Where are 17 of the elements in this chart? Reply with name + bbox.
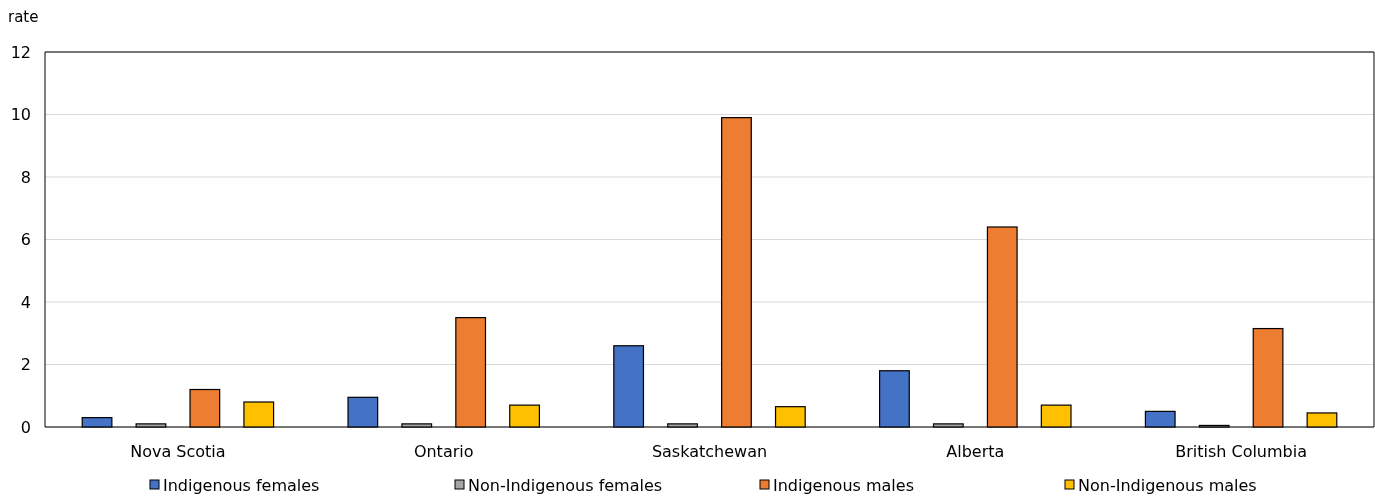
y-tick-label: 0	[20, 417, 31, 437]
y-tick-label: 8	[20, 167, 31, 187]
x-tick-label: British Columbia	[1175, 442, 1308, 461]
x-tick-label: Nova Scotia	[130, 442, 226, 461]
x-tick-label: Saskatchewan	[651, 442, 768, 461]
legend-label: Indigenous females	[163, 476, 320, 495]
y-tick-label: 4	[20, 292, 31, 312]
legend-label: Non-Indigenous females	[468, 476, 663, 495]
y-axis-title: rate	[8, 8, 39, 26]
x-tick-label: Alberta	[946, 442, 1005, 461]
legend-label: Non-Indigenous males	[1078, 476, 1257, 495]
y-tick-label: 2	[20, 355, 31, 375]
legend-label: Indigenous males	[773, 476, 914, 495]
y-tick-label: 10	[10, 105, 31, 125]
y-tick-label: 12	[10, 42, 31, 62]
x-tick-label: Ontario	[413, 442, 474, 461]
y-tick-label: 6	[20, 230, 31, 250]
